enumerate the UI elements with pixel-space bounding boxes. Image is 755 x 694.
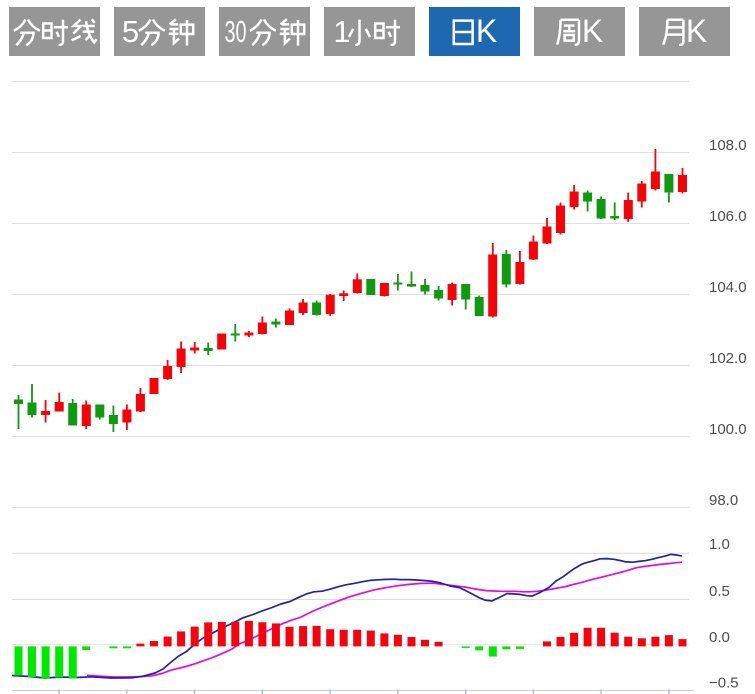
svg-text:K: K	[476, 13, 497, 49]
svg-text:K: K	[686, 13, 707, 49]
svg-text:30: 30	[225, 14, 247, 49]
svg-text:104.0: 104.0	[709, 279, 747, 296]
svg-text:102.0: 102.0	[709, 350, 747, 367]
svg-text:100.0: 100.0	[709, 421, 747, 438]
svg-text:−0.5: −0.5	[709, 675, 739, 692]
svg-text:5: 5	[122, 14, 139, 49]
svg-text:K: K	[582, 13, 603, 49]
svg-text:0.0: 0.0	[709, 629, 730, 646]
svg-text:106.0: 106.0	[709, 208, 747, 225]
svg-text:108.0: 108.0	[709, 137, 747, 154]
svg-text:1: 1	[333, 14, 350, 49]
svg-text:1.0: 1.0	[709, 536, 730, 553]
svg-text:98.0: 98.0	[709, 492, 738, 509]
svg-text:0.5: 0.5	[709, 583, 730, 600]
